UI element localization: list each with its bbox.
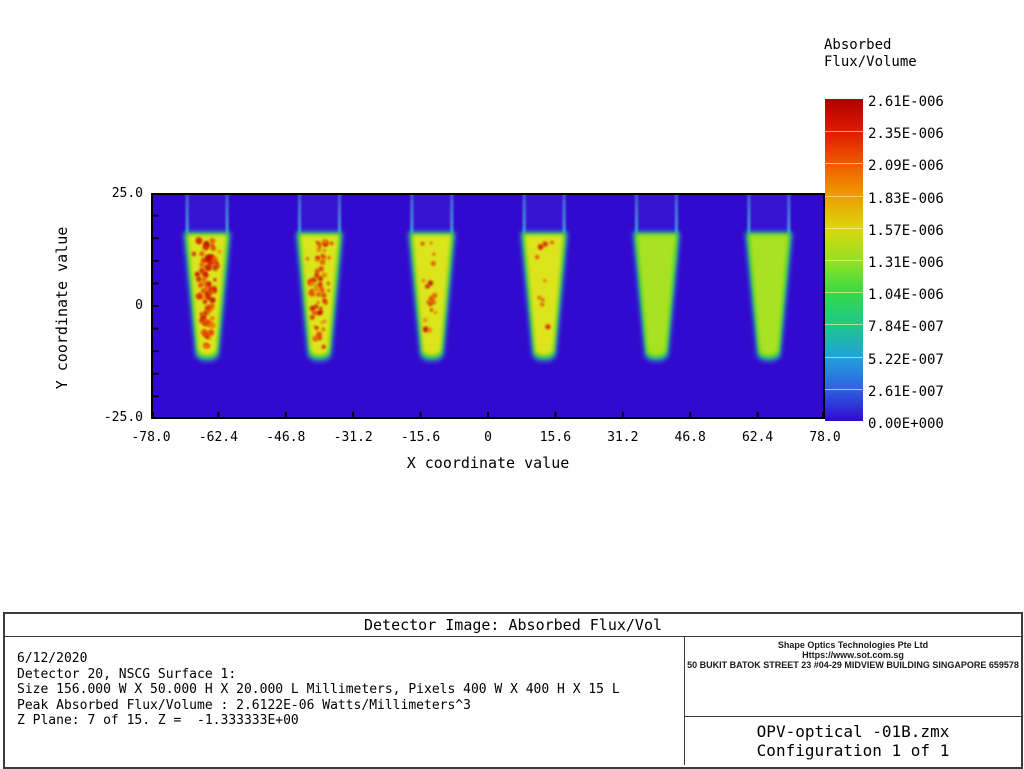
colorbar-level-tick <box>825 260 863 261</box>
y-axis-label: Y coordinate value <box>53 226 71 390</box>
company-url: Https://www.sot.com.sg <box>802 649 904 660</box>
x-tick-label: 46.8 <box>674 430 706 445</box>
configuration-label: Configuration 1 of 1 <box>756 741 950 760</box>
wire-left <box>410 193 414 234</box>
colorbar-label: 2.61E-006 <box>868 94 944 110</box>
x-tick-label: 62.4 <box>741 430 774 445</box>
wire-right <box>450 193 454 234</box>
y-axis-tick <box>153 395 159 398</box>
x-tick-label: 15.6 <box>539 430 572 445</box>
plot-background <box>151 193 825 419</box>
colorbar-level-tick <box>825 292 863 294</box>
company-name: Shape Optics Technologies Pte Ltd <box>777 640 929 650</box>
y-tick-label: 25.0 <box>111 186 143 201</box>
x-tick-label: -31.2 <box>333 430 373 445</box>
info-size: Size 156.000 W X 50.000 H X 20.000 L Mil… <box>17 682 620 697</box>
colorbar-level-tick <box>825 227 863 229</box>
colorbar-title: Absorbed Flux/Volume <box>824 37 917 71</box>
wire-left <box>522 193 526 234</box>
colorbar-title-line1: Absorbed <box>824 37 892 53</box>
info-panel: Detector Image: Absorbed Flux/Vol 6/12/2… <box>3 612 1023 769</box>
wire-right <box>338 193 341 234</box>
y-tick-label: -25.0 <box>103 410 143 425</box>
colorbar-label: 1.31E-006 <box>868 255 944 271</box>
colorbar-level-tick <box>825 356 863 358</box>
y-tick-label: 0 <box>135 298 143 313</box>
x-axis-label: X coordinate value <box>406 454 570 472</box>
company-info: Shape Optics Technologies Pte Ltd Https:… <box>685 637 1021 717</box>
emitter-column <box>296 193 343 361</box>
colorbar <box>825 99 863 421</box>
wire-left <box>185 193 189 234</box>
x-tick-label: 78.0 <box>809 430 841 445</box>
y-axis-tick <box>153 350 159 353</box>
x-axis-tick <box>756 412 759 418</box>
emitter-column <box>633 193 680 361</box>
x-axis-tick <box>284 412 287 418</box>
x-axis-tick <box>554 412 557 418</box>
y-axis-tick <box>153 237 159 240</box>
colorbar-label: 1.04E-006 <box>868 287 944 304</box>
plot-frame <box>151 193 825 419</box>
colorbar-level-tick <box>825 324 863 326</box>
y-axis-tick <box>153 214 159 217</box>
wire-right <box>675 193 678 234</box>
colorbar-label: 2.09E-006 <box>868 158 944 175</box>
x-tick-label: -46.8 <box>266 430 306 445</box>
detector-heatmap <box>151 193 825 419</box>
x-axis-tick <box>352 412 355 418</box>
colorbar-label: 1.57E-006 <box>868 222 944 239</box>
emitter-column <box>520 193 568 361</box>
colorbar-level-tick <box>825 163 863 165</box>
wire-right <box>787 193 791 234</box>
x-tick-label: 31.2 <box>607 430 639 445</box>
colorbar-label: 2.61E-007 <box>868 383 944 400</box>
wire-left <box>635 193 638 234</box>
plot-title: Detector Image: Absorbed Flux/Vol <box>5 614 1021 637</box>
wire-left <box>298 193 301 234</box>
colorbar-level-tick <box>825 131 863 133</box>
colorbar-label: 7.84E-007 <box>868 319 944 336</box>
colorbar-label: 5.22E-007 <box>868 351 944 368</box>
info-detector: Detector 20, NSCG Surface 1: <box>17 666 237 682</box>
info-peak: Peak Absorbed Flux/Volume : 2.6122E-06 W… <box>17 697 471 713</box>
y-axis-tick <box>153 327 159 330</box>
x-axis-tick <box>217 412 220 418</box>
wire-right <box>562 193 566 234</box>
emitter-column <box>408 193 456 361</box>
y-axis-tick <box>153 305 159 307</box>
company-address: 50 BUKIT BATOK STREET 23 #04-29 MIDVIEW … <box>687 659 1019 670</box>
detector-info: 6/12/2020 Detector 20, NSCG Surface 1: S… <box>5 637 685 765</box>
colorbar-level-tick <box>825 388 863 390</box>
wire-right <box>225 193 229 234</box>
x-tick-label: -78.0 <box>131 430 171 445</box>
lens-file-name: OPV-optical -01B.zmx <box>756 722 950 741</box>
y-axis-tick <box>153 282 159 285</box>
info-date: 6/12/2020 <box>17 651 88 666</box>
colorbar-level-tick <box>825 195 863 197</box>
colorbar-label: 2.35E-006 <box>868 126 944 143</box>
x-axis-tick <box>487 412 489 418</box>
colorbar-title-line2: Flux/Volume <box>824 54 917 70</box>
emitter-column <box>745 193 793 361</box>
wire-left <box>747 193 751 234</box>
y-axis-tick <box>153 259 159 262</box>
x-tick-label: -15.6 <box>401 430 441 445</box>
x-axis-tick <box>689 412 692 418</box>
x-axis-tick <box>621 412 624 418</box>
x-tick-label: 0 <box>484 430 492 445</box>
emitter-column <box>183 193 231 361</box>
x-axis-tick <box>419 412 422 418</box>
y-axis-tick <box>153 372 159 375</box>
info-zplane: Z Plane: 7 of 15. Z = -1.333333E+00 <box>17 713 299 728</box>
colorbar-label: 0.00E+000 <box>868 416 944 432</box>
file-info: OPV-optical -01B.zmx Configuration 1 of … <box>685 717 1021 765</box>
x-tick-label: -62.4 <box>198 430 238 445</box>
colorbar-label: 1.83E-006 <box>868 190 944 207</box>
